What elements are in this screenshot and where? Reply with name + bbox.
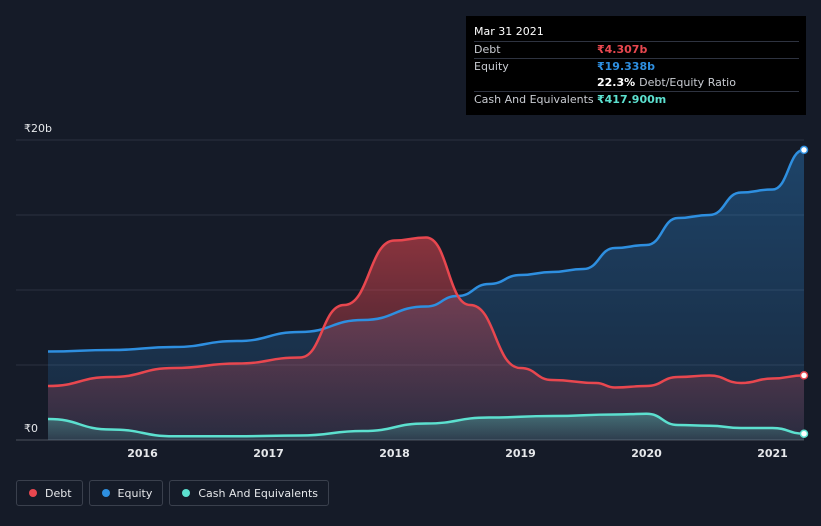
tooltip-value: ₹4.307b xyxy=(597,43,648,56)
tooltip-date: Mar 31 2021 xyxy=(474,25,544,38)
legend-dot-icon xyxy=(101,489,110,497)
tooltip-row-cash: Cash And Equivalents ₹417.900m xyxy=(474,91,799,108)
tooltip-row-ratio: 22.3% Debt/Equity Ratio xyxy=(474,75,799,91)
debt-area xyxy=(48,237,804,440)
axis-labels: ₹0 ₹20b 2016 2017 2018 2019 2020 2021 xyxy=(24,122,788,460)
tooltip-ratio-label: Debt/Equity Ratio xyxy=(639,76,736,89)
x-tick-label: 2018 xyxy=(379,447,410,460)
debt-end-point xyxy=(799,371,809,380)
debt-line xyxy=(47,236,805,389)
cash-and-equivalents-line xyxy=(47,412,805,438)
tooltip-row-equity: Equity ₹19.338b xyxy=(474,58,799,75)
equity-end-point xyxy=(799,145,809,155)
y-tick-label: ₹20b xyxy=(24,122,52,135)
tooltip-label: Equity xyxy=(474,60,509,73)
legend-label: Equity xyxy=(117,486,153,500)
legend-item-debt[interactable]: Debt xyxy=(16,480,83,506)
tooltip-label: Cash And Equivalents xyxy=(474,93,594,106)
legend-dot-icon xyxy=(29,489,37,497)
x-tick-label: 2017 xyxy=(253,447,284,460)
legend-label: Cash And Equivalents xyxy=(198,486,318,500)
y-tick-label: ₹0 xyxy=(24,422,38,435)
tooltip-panel: Mar 31 2021 Debt ₹4.307b Equity ₹19.338b… xyxy=(466,16,806,115)
x-tick-label: 2016 xyxy=(127,447,158,460)
tooltip-ratio-value: 22.3% xyxy=(597,76,636,89)
end-markers xyxy=(799,145,809,438)
x-tick-label: 2019 xyxy=(505,447,536,460)
tooltip-label-spacer xyxy=(474,75,597,91)
equity-line xyxy=(47,148,805,353)
tooltip-value: ₹19.338b xyxy=(597,60,655,73)
x-tick-label: 2020 xyxy=(631,447,662,460)
cash-and-equivalents-end-point xyxy=(799,429,809,438)
tooltip-label: Debt xyxy=(474,43,501,56)
tooltip-row-debt: Debt ₹4.307b xyxy=(474,41,799,58)
legend-item-cash[interactable]: Cash And Equivalents xyxy=(169,480,329,506)
series-lines xyxy=(47,148,805,438)
legend-dot-icon xyxy=(182,489,191,497)
legend-item-equity[interactable]: Equity xyxy=(88,480,164,506)
tooltip-value: ₹417.900m xyxy=(597,93,667,106)
legend-label: Debt xyxy=(45,486,72,500)
chart-legend: Debt Equity Cash And Equivalents xyxy=(16,480,329,506)
x-tick-label: 2021 xyxy=(757,447,788,460)
cash-and-equivalents-area xyxy=(48,413,804,440)
series-areas xyxy=(48,149,804,440)
